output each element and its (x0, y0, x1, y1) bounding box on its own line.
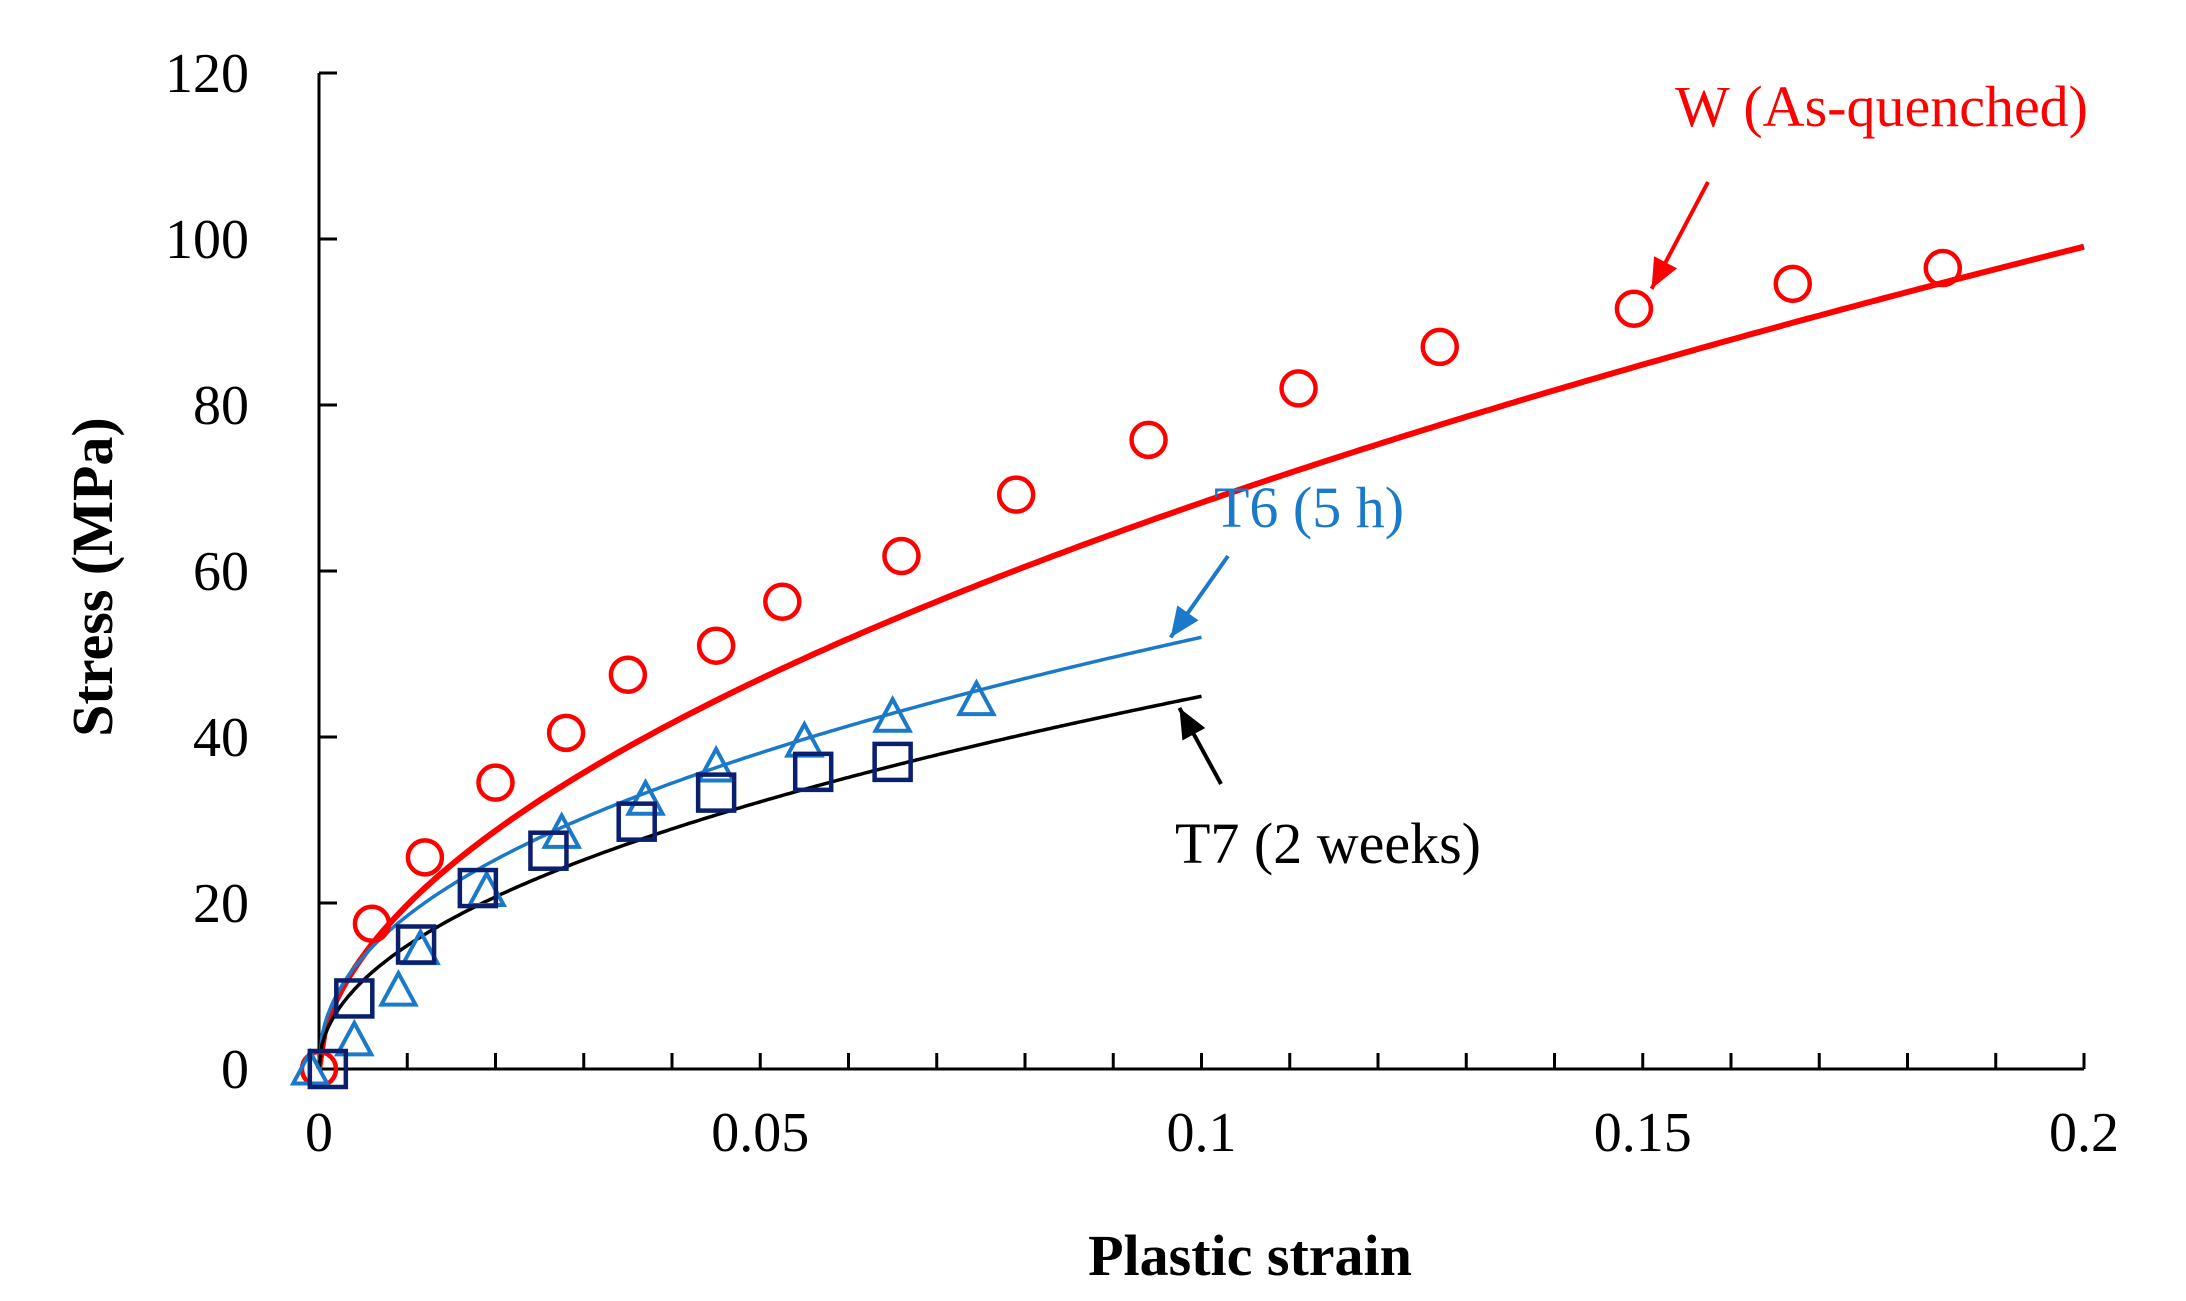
data-point-square (457, 867, 499, 909)
y-tick-label: 40 (193, 707, 249, 769)
data-point-square (334, 978, 375, 1019)
y-tick-label: 100 (165, 209, 249, 271)
data-point-triangle (695, 744, 737, 783)
data-point-square (616, 801, 657, 842)
data-point-circle (352, 904, 392, 943)
data-point-circle (763, 582, 802, 621)
x-tick-label: 0.15 (1594, 1102, 1692, 1164)
data-point-circle (696, 626, 736, 665)
data-markers (289, 248, 1963, 1090)
annotation-w-label: W (As-quenched) (1675, 74, 2088, 139)
arrowhead (1651, 256, 1678, 289)
y-tick-label: 120 (165, 43, 249, 105)
x-tick-label: 0.1 (1167, 1102, 1237, 1164)
annotations: W (As-quenched) T6 (5 h) T7 (2 weeks) (1168, 74, 2088, 876)
data-point-circle (608, 655, 648, 694)
x-tick-label: 0.2 (2049, 1102, 2119, 1164)
data-point-triangle (625, 778, 666, 816)
annotation-t6-label: T6 (5 h) (1214, 475, 1404, 540)
data-point-circle (1420, 327, 1460, 367)
data-point-square (872, 741, 913, 783)
data-point-triangle (872, 695, 913, 733)
data-point-circle (405, 838, 445, 877)
annotation-t7-label: T7 (2 weeks) (1175, 811, 1481, 876)
y-tick-label: 60 (193, 541, 249, 603)
data-point-square (695, 772, 737, 813)
x-ticks: 0 0.05 0.1 0.15 0.2 (305, 1053, 2119, 1164)
data-point-square (528, 830, 569, 871)
fit-curve-circle (316, 243, 2085, 1070)
y-axis-title: Stress (MPa) (60, 417, 125, 736)
axes: 0 0.05 0.1 0.15 0.2 0 20 40 60 80 100 120 (165, 43, 2119, 1164)
data-point-circle (1129, 420, 1168, 460)
data-point-triangle (378, 968, 419, 1007)
x-axis-title: Plastic strain (1088, 1223, 1412, 1288)
data-point-circle (1279, 369, 1318, 408)
y-tick-label: 0 (221, 1039, 249, 1101)
y-tick-label: 80 (193, 375, 249, 437)
fit-curve-square (317, 694, 1202, 1070)
data-point-square (792, 751, 834, 793)
x-tick-label: 0.05 (711, 1102, 809, 1164)
fit-curve-triangle (317, 635, 1202, 1070)
data-point-circle (476, 763, 515, 802)
data-point-circle (882, 536, 921, 576)
data-point-circle (1614, 289, 1654, 328)
y-tick-label: 20 (193, 873, 249, 935)
data-point-triangle (956, 678, 997, 717)
arrowhead (1179, 707, 1206, 741)
data-point-circle (546, 713, 586, 753)
arrowhead (1170, 605, 1199, 638)
data-point-square (395, 924, 437, 965)
x-tick-label: 0 (305, 1102, 333, 1164)
data-point-circle (1923, 248, 1963, 288)
y-ticks: 0 20 40 60 80 100 120 (165, 43, 337, 1101)
data-point-square (307, 1048, 349, 1090)
data-point-triangle (333, 1018, 375, 1057)
data-point-circle (1773, 264, 1813, 304)
data-point-circle (996, 475, 1036, 514)
fit-curves (316, 243, 2085, 1070)
